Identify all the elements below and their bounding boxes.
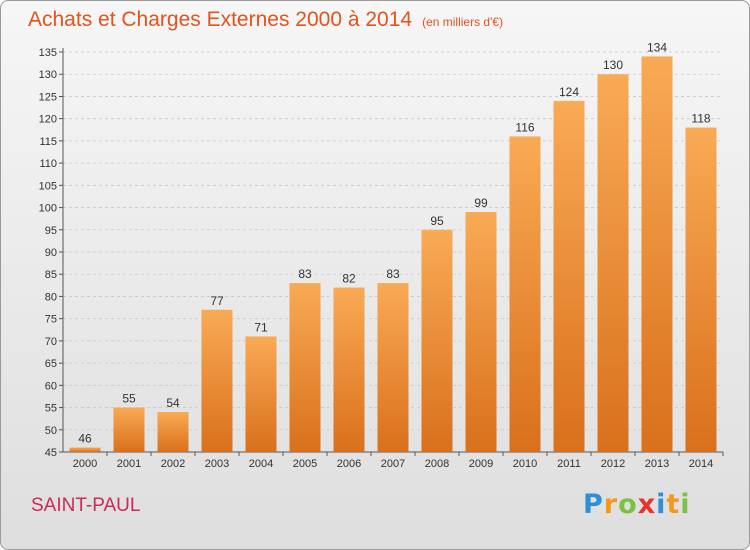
bar: [685, 127, 717, 453]
bar: [289, 283, 321, 452]
value-label: 46: [78, 432, 92, 446]
y-tick-label: 105: [39, 180, 57, 192]
value-label: 134: [647, 40, 667, 54]
value-label: 118: [691, 112, 710, 126]
logo-letter: o: [618, 489, 638, 520]
y-tick-label: 135: [39, 47, 57, 59]
x-tick-label: 2002: [161, 458, 185, 470]
x-tick-label: 2006: [337, 458, 361, 470]
value-label: 54: [166, 396, 180, 410]
y-tick-label: 120: [39, 114, 57, 126]
x-tick-label: 2008: [425, 458, 449, 470]
value-label: 83: [386, 267, 400, 281]
x-tick-label: 2014: [689, 458, 713, 470]
logo-letter: r: [603, 489, 619, 520]
value-label: 82: [342, 272, 356, 286]
bar: [201, 309, 233, 452]
value-labels: 46 55 54 77 71 83 82 83 95 99 116 124 130 134 118: [78, 40, 711, 445]
y-tick-label: 75: [45, 314, 57, 326]
chart-title: Achats et Charges Externes 2000 à 2014 (e…: [28, 8, 503, 32]
chart-unit: (en milliers d'€): [422, 15, 504, 29]
y-tick-label: 100: [39, 203, 57, 215]
value-label: 116: [515, 120, 534, 134]
x-tick-label: 2003: [205, 458, 229, 470]
bar: [245, 336, 277, 452]
x-tick-label: 2004: [249, 458, 273, 470]
proxiti-logo: Proxiti: [583, 489, 691, 520]
value-label: 55: [122, 392, 136, 406]
bar: [333, 287, 365, 452]
y-tick-label: 85: [45, 269, 57, 281]
y-tick-label: 130: [39, 69, 57, 81]
value-label: 99: [474, 196, 488, 210]
location-label: SAINT-PAUL: [31, 495, 141, 516]
y-tick-label: 65: [45, 358, 57, 370]
x-tick-label: 2001: [117, 458, 141, 470]
y-tick-label: 95: [45, 225, 57, 237]
y-tick-label: 115: [39, 136, 57, 148]
y-tick-label: 70: [45, 336, 57, 348]
x-tick-label: 2007: [381, 458, 405, 470]
bar: [421, 229, 453, 452]
y-tick-label: 60: [45, 380, 57, 392]
x-tick-label: 2009: [469, 458, 493, 470]
value-label: 130: [603, 58, 623, 72]
x-tick-label: 2012: [601, 458, 625, 470]
bar: [113, 407, 145, 452]
value-label: 95: [430, 214, 444, 228]
bar: [377, 283, 409, 452]
x-tick-labels: 2000 2001 2002 2003 2004 2005 2006 2007 2008 2009…: [73, 458, 713, 470]
chart-title-text: Achats et Charges Externes 2000 à 2014: [28, 8, 413, 31]
y-tick-labels: 45 50 55 60 65 70 75 80 85 90 95 100 105 110 115 120 125…: [39, 47, 57, 459]
bar: [597, 74, 629, 452]
y-tick-label: 50: [45, 425, 57, 437]
x-tick-label: 2010: [513, 458, 537, 470]
logo-letter: x: [637, 489, 657, 520]
y-tick-label: 45: [45, 447, 57, 459]
value-label: 124: [559, 85, 579, 99]
x-tick-label: 2013: [645, 458, 669, 470]
bar: [69, 447, 101, 452]
y-tick-label: 125: [39, 91, 57, 103]
bar: [509, 136, 541, 452]
logo-letter: P: [583, 489, 604, 520]
value-label: 77: [210, 294, 224, 308]
bars: [69, 56, 717, 453]
x-tick-label: 2000: [73, 458, 97, 470]
y-tick-label: 55: [45, 403, 57, 415]
y-tick-label: 90: [45, 247, 57, 259]
logo-letter: t: [666, 489, 681, 520]
logo-letter: i: [656, 489, 667, 520]
value-label: 83: [298, 267, 312, 281]
value-label: 71: [254, 320, 268, 334]
bar: [465, 212, 497, 452]
bar: [641, 56, 673, 452]
x-tick-label: 2005: [293, 458, 317, 470]
y-tick-label: 80: [45, 291, 57, 303]
logo-letter: i: [680, 489, 691, 520]
bar: [553, 100, 585, 452]
bar: [157, 412, 189, 452]
x-tick-label: 2011: [557, 458, 581, 470]
y-tick-label: 110: [39, 158, 57, 170]
